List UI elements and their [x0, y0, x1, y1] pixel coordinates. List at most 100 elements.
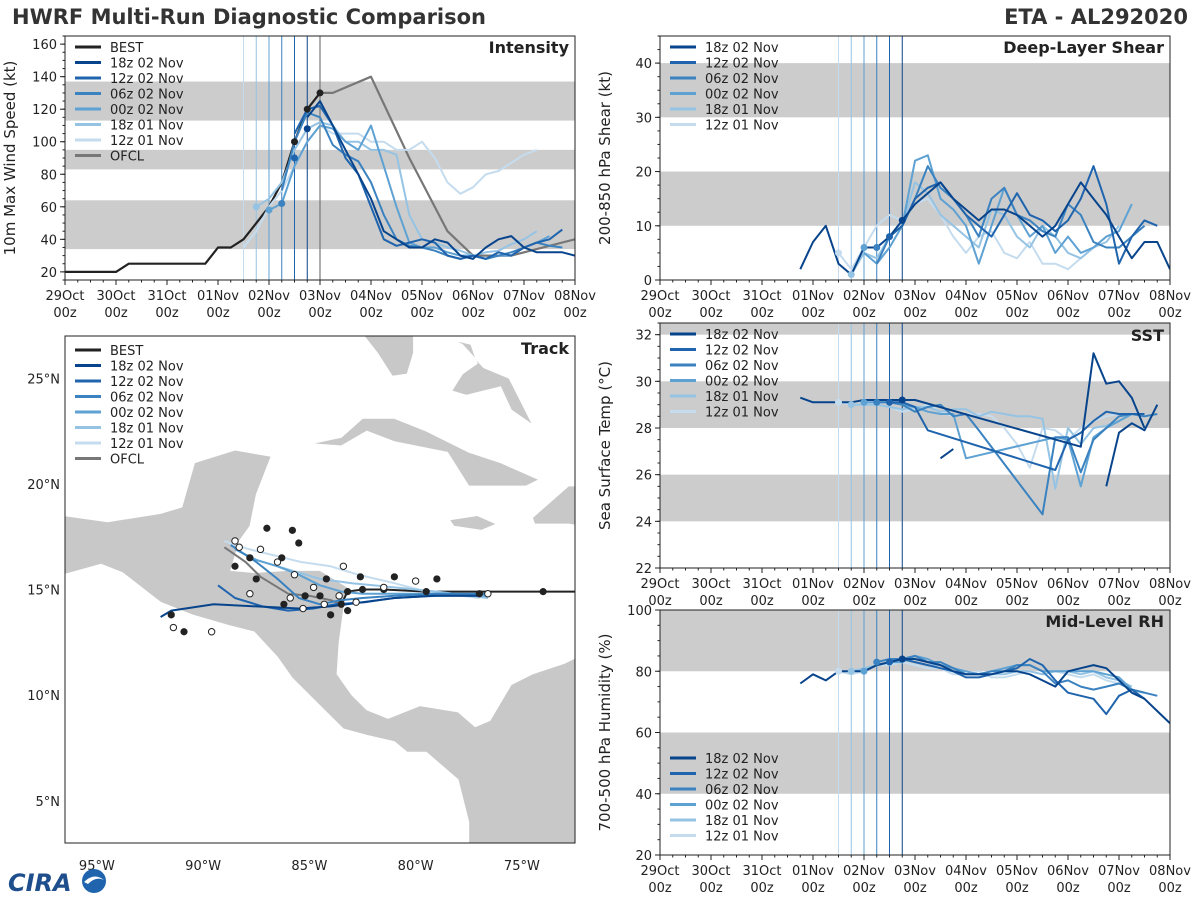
shear-x-tick-hour: 00z [852, 306, 876, 321]
rh-x-tick-hour: 00z [903, 881, 927, 896]
rh-legend-label-00z-02-nov: 00z 02 Nov [705, 799, 779, 814]
rh-x-tick-hour: 00z [852, 881, 876, 896]
sst-panel-title: SST [1131, 326, 1164, 345]
cira-logo-globe-icon [82, 869, 106, 893]
rh-y-tick-label: 20 [635, 849, 652, 864]
intensity-line-18z-02-nov [306, 100, 575, 260]
shear-x-tick-hour: 00z [750, 306, 774, 321]
shear-panel-title: Deep-Layer Shear [1003, 38, 1164, 57]
track-legend-label-12z-02-nov: 12z 02 Nov [110, 375, 184, 390]
shear-legend-label-18z-01-nov: 18z 01 Nov [705, 103, 779, 118]
sst-line-06z-02-nov [876, 401, 1158, 516]
sst-point-06z-02-nov [873, 398, 881, 406]
intensity-point-06z-02-nov [278, 200, 286, 208]
intensity-x-tick-day: 08Nov [554, 289, 596, 304]
track-position-dot [252, 575, 260, 583]
shear-point-00z-02-nov [860, 243, 868, 251]
rh-chart: 20 40 60 80 100 29Oct 00z 30Oct 00z 31Oct 00z 01Nov… [596, 604, 1191, 896]
track-line-00z-02-nov [234, 548, 488, 597]
track-position-dot [475, 590, 483, 598]
rh-point-18z-01-nov [847, 667, 855, 675]
rh-legend-label-18z-02-nov: 18z 02 Nov [705, 752, 779, 767]
shear-point-18z-02-nov [898, 216, 906, 224]
intensity-x-tick-hour: 00z [461, 306, 485, 321]
track-land-cuba [311, 417, 540, 487]
intensity-legend-label-18z-01-nov: 18z 01 Nov [110, 119, 184, 134]
rh-legend-label-12z-01-nov: 12z 01 Nov [705, 830, 779, 845]
sst-x-tick-hour: 00z [903, 594, 927, 609]
intensity-x-tick-day: 06Nov [452, 289, 494, 304]
sst-point-12z-02-nov [886, 398, 893, 406]
shear-y-tick-label: 10 [635, 220, 652, 235]
shear-legend-label-12z-02-nov: 12z 02 Nov [705, 57, 779, 72]
intensity-x-tick-day: 02Nov [248, 289, 290, 304]
rh-point-00z-02-nov [860, 667, 868, 675]
shear-plot-area [799, 36, 1170, 280]
intensity-plot-area [65, 36, 575, 280]
rh-x-tick-day: 08Nov [1149, 864, 1191, 879]
track-position-dot [327, 611, 335, 619]
intensity-x-tick-hour: 00z [53, 306, 77, 321]
intensity-legend-label-best: BEST [110, 41, 143, 56]
track-line-06z-02-nov [230, 544, 488, 606]
rh-y-axis-label: 700-500 hPa Humidity (%) [596, 633, 614, 831]
track-position-open-dot [231, 537, 239, 545]
track-frame [64, 335, 576, 844]
rh-legend-label-18z-01-nov: 18z 01 Nov [705, 814, 779, 829]
shear-point-12z-02-nov [886, 233, 893, 241]
track-lat-label: 15°N [27, 584, 60, 599]
track-legend-label-18z-01-nov: 18z 01 Nov [110, 422, 184, 437]
shear-x-tick-day: 02Nov [843, 289, 885, 304]
track-position-open-dot [309, 583, 318, 592]
shear-legend-label-18z-02-nov: 18z 02 Nov [705, 41, 779, 56]
shear-point-06z-02-nov [873, 243, 881, 251]
track-legend-label-ofcl: OFCL [110, 453, 145, 468]
sst-y-tick-label: 28 [635, 422, 652, 437]
shear-x-tick-hour: 00z [1056, 306, 1080, 321]
intensity-point-best [291, 138, 298, 146]
sst-point-18z-01-nov [847, 401, 855, 409]
track-legend-label-06z-02-nov: 06z 02 Nov [110, 391, 184, 406]
track-land-central-america [65, 449, 575, 843]
intensity-point-best [316, 89, 324, 97]
rh-line-12z-01-nov [838, 661, 1120, 685]
rh-x-tick-day: 03Nov [894, 864, 936, 879]
track-position-dot [356, 573, 364, 581]
rh-point-12z-01-nov [835, 667, 842, 675]
rh-y-tick-label: 40 [635, 788, 652, 803]
shear-x-tick-hour: 00z [954, 306, 978, 321]
sst-legend-label-12z-01-nov: 12z 01 Nov [705, 406, 779, 421]
track-position-dot [167, 611, 175, 619]
track-position-dot [263, 524, 271, 532]
track-position-open-dot [380, 583, 388, 592]
shear-y-tick-label: 30 [635, 111, 652, 126]
intensity-x-tick-day: 04Nov [350, 289, 392, 304]
track-position-dot [301, 592, 309, 600]
rh-x-tick-day: 05Nov [996, 864, 1038, 879]
shear-x-tick-day: 29Oct [640, 289, 679, 304]
track-legend-label-best: BEST [110, 344, 143, 359]
track-position-open-dot [411, 577, 420, 585]
track-position-open-dot [169, 623, 178, 632]
shear-x-tick-hour: 00z [1107, 306, 1131, 321]
sst-shaded-band [660, 474, 1170, 522]
shear-chart: 0 10 20 30 40 29Oct 00z 30Oct 00z 31Oct 00z 01Nov 00… [596, 35, 1191, 321]
rh-point-12z-02-nov [886, 658, 893, 666]
intensity-y-tick-label: 60 [40, 201, 57, 216]
shear-y-tick-label: 0 [644, 274, 652, 289]
rh-legend-label-12z-02-nov: 12z 02 Nov [705, 768, 779, 783]
track-land-florida [363, 336, 414, 377]
track-position-dot [231, 562, 239, 570]
rh-y-tick-label: 60 [635, 727, 652, 742]
rh-line-12z-02-nov [889, 658, 1146, 716]
rh-line-00z-02-nov [863, 654, 1145, 694]
track-lat-label: 5°N [36, 795, 61, 810]
sst-shaded-band [660, 323, 1170, 335]
sst-legend-label-06z-02-nov: 06z 02 Nov [705, 359, 779, 374]
track-position-open-dot [320, 600, 328, 608]
shear-x-tick-hour: 00z [903, 306, 927, 321]
intensity-x-tick-day: 01Nov [197, 289, 239, 304]
track-lon-label: 75°W [504, 859, 540, 874]
intensity-x-tick-day: 03Nov [299, 289, 341, 304]
intensity-chart: 20 40 60 80 100 120 140 160 29Oct 00z 30Oct 00z 31Oc… [1, 35, 596, 321]
